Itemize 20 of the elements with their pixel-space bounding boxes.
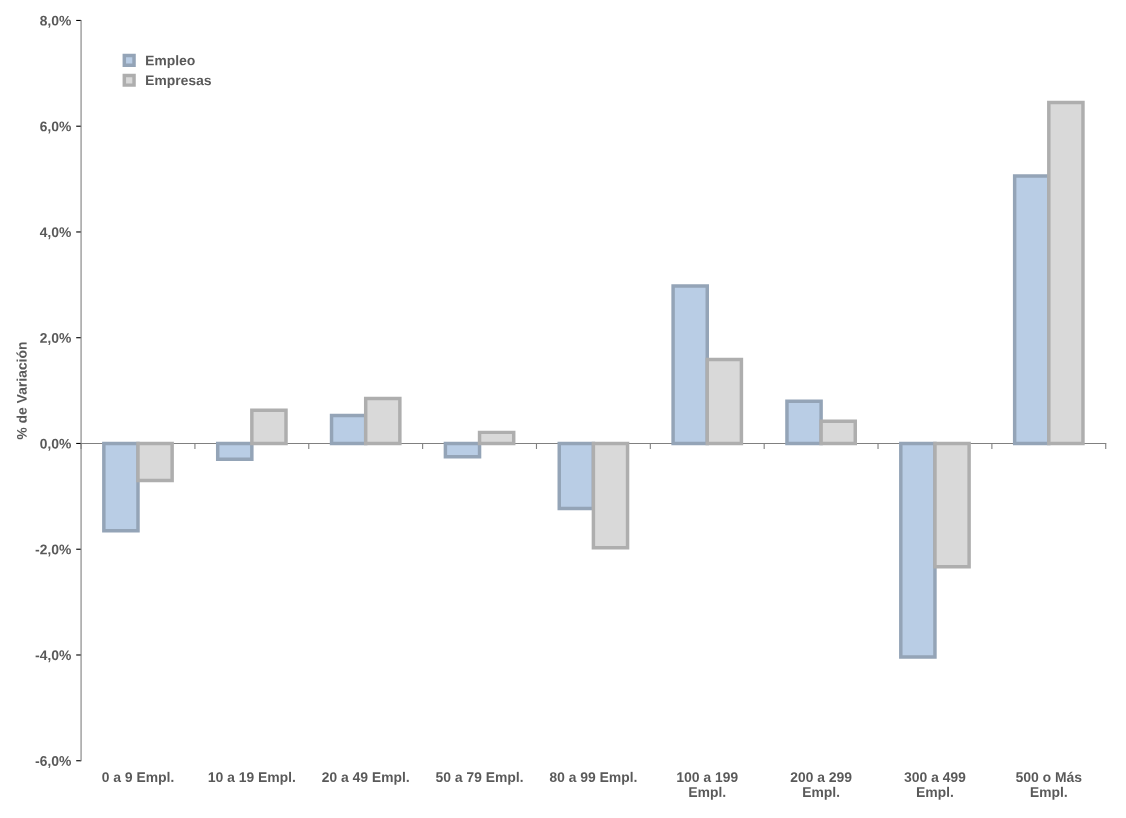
- x-tick-label: 50 a 79 Empl.: [435, 771, 523, 785]
- x-tick-label: 300 a 499 Empl.: [904, 772, 966, 800]
- y-tick-label: -6,0%: [35, 756, 71, 768]
- y-tick-label: 8,0%: [40, 15, 71, 28]
- legend-label: Empleo: [146, 55, 195, 69]
- y-tick-label: -2,0%: [35, 544, 71, 557]
- x-tick-label: 500 o Más Empl.: [1016, 771, 1082, 800]
- y-tick-label: 2,0%: [40, 333, 71, 345]
- x-tick-label: 10 a 19 Empl.: [208, 771, 295, 785]
- y-tick-label: 4,0%: [39, 227, 71, 240]
- y-axis-title: % de Variación: [16, 342, 27, 440]
- x-tick-label: 80 a 99 Empl.: [549, 771, 637, 785]
- y-tick-label: 6,0%: [40, 121, 71, 134]
- x-tick-label: 20 a 49 Empl.: [322, 771, 409, 785]
- x-tick-label: 100 a 199 Empl.: [677, 772, 738, 800]
- x-tick-label: 0 a 9 Empl.: [102, 771, 174, 785]
- x-tick-label: 200 a 299 Empl.: [790, 772, 852, 800]
- legend-label: Empresas: [146, 75, 211, 88]
- y-tick-label: -4,0%: [35, 650, 71, 663]
- y-tick-label: 0,0%: [40, 438, 71, 451]
